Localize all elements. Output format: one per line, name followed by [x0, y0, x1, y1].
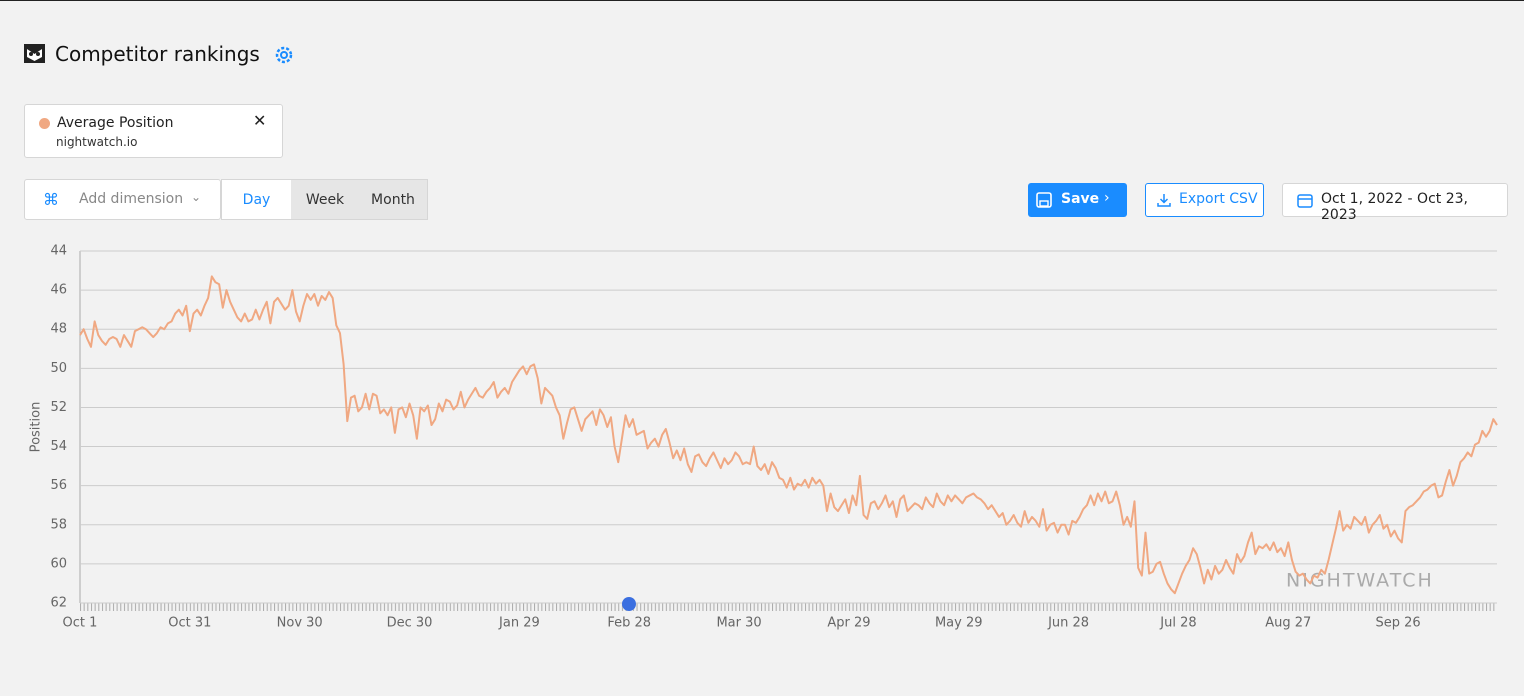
- y-tick-label: 46: [50, 283, 67, 298]
- x-tick-label: Nov 30: [277, 616, 323, 631]
- y-tick-label: 44: [50, 244, 67, 259]
- command-icon: ⌘: [43, 190, 59, 209]
- y-axis-label: Position: [29, 402, 44, 453]
- y-tick-label: 56: [50, 478, 67, 493]
- x-tick-label: Jun 28: [1047, 616, 1089, 631]
- logo-icon: [24, 44, 45, 63]
- x-tick-label: Jan 29: [498, 616, 540, 631]
- series-chip[interactable]: Average Position nightwatch.io ✕: [24, 104, 283, 158]
- granularity-tabs: Day Week Month: [221, 179, 428, 220]
- chevron: ›: [1104, 190, 1110, 206]
- y-tick-label: 62: [50, 596, 67, 611]
- series-line: [79, 275, 1498, 595]
- save-icon: [1036, 192, 1052, 208]
- remove-button[interactable]: ✕: [253, 111, 267, 130]
- save-button[interactable]: Save ›: [1028, 183, 1127, 217]
- settings-icon[interactable]: [274, 45, 294, 65]
- tab[interactable]: Month: [359, 180, 427, 219]
- annotation-marker[interactable]: [622, 597, 636, 611]
- add-dimension-label: Add dimension: [79, 191, 184, 207]
- x-tick-label: Sep 26: [1376, 616, 1421, 631]
- x-tick-label: May 29: [935, 616, 983, 631]
- y-tick-label: 48: [50, 322, 67, 337]
- x-tick-label: Aug 27: [1265, 616, 1311, 631]
- x-tick-label: Mar 30: [716, 616, 761, 631]
- y-tick-label: 50: [50, 361, 67, 376]
- date-range-picker[interactable]: Oct 1, 2022 - Oct 23, 2023: [1282, 183, 1508, 223]
- x-tick-label: Dec 30: [387, 616, 433, 631]
- tab[interactable]: Week: [291, 180, 359, 219]
- x-tick-label: Apr 29: [827, 616, 870, 631]
- x-tick-label: Oct 1: [63, 616, 98, 631]
- x-minor-ticks: [80, 603, 1497, 611]
- y-tick-label: 60: [50, 556, 67, 571]
- y-tick-label: 58: [50, 517, 67, 532]
- add-dimension[interactable]: ⌘ Add dimension ⌄: [24, 179, 221, 220]
- tab[interactable]: Day: [222, 180, 291, 219]
- dropdown-arrow: ⌄: [191, 190, 202, 204]
- download-icon: [1157, 194, 1171, 207]
- watermark: NIGHTWATCH: [1286, 570, 1434, 592]
- legend-site: nightwatch.io: [56, 135, 138, 149]
- save-label: Save: [1061, 191, 1100, 207]
- y-tick-label: 54: [50, 439, 67, 454]
- x-tick-label: Oct 31: [168, 616, 211, 631]
- export-label: Export CSV: [1179, 191, 1258, 207]
- calendar-icon: [1297, 194, 1313, 208]
- x-tick-label: Feb 28: [607, 616, 651, 631]
- legend-label: Average Position: [57, 115, 174, 131]
- y-tick-label: 52: [50, 400, 67, 415]
- legend-swatch: [39, 118, 50, 129]
- date-range-label: Oct 1, 2022 - Oct 23, 2023: [1321, 191, 1468, 223]
- x-tick-label: Jul 28: [1159, 616, 1196, 631]
- export-button[interactable]: Export CSV: [1145, 183, 1264, 217]
- page-title: Competitor rankings: [55, 42, 260, 66]
